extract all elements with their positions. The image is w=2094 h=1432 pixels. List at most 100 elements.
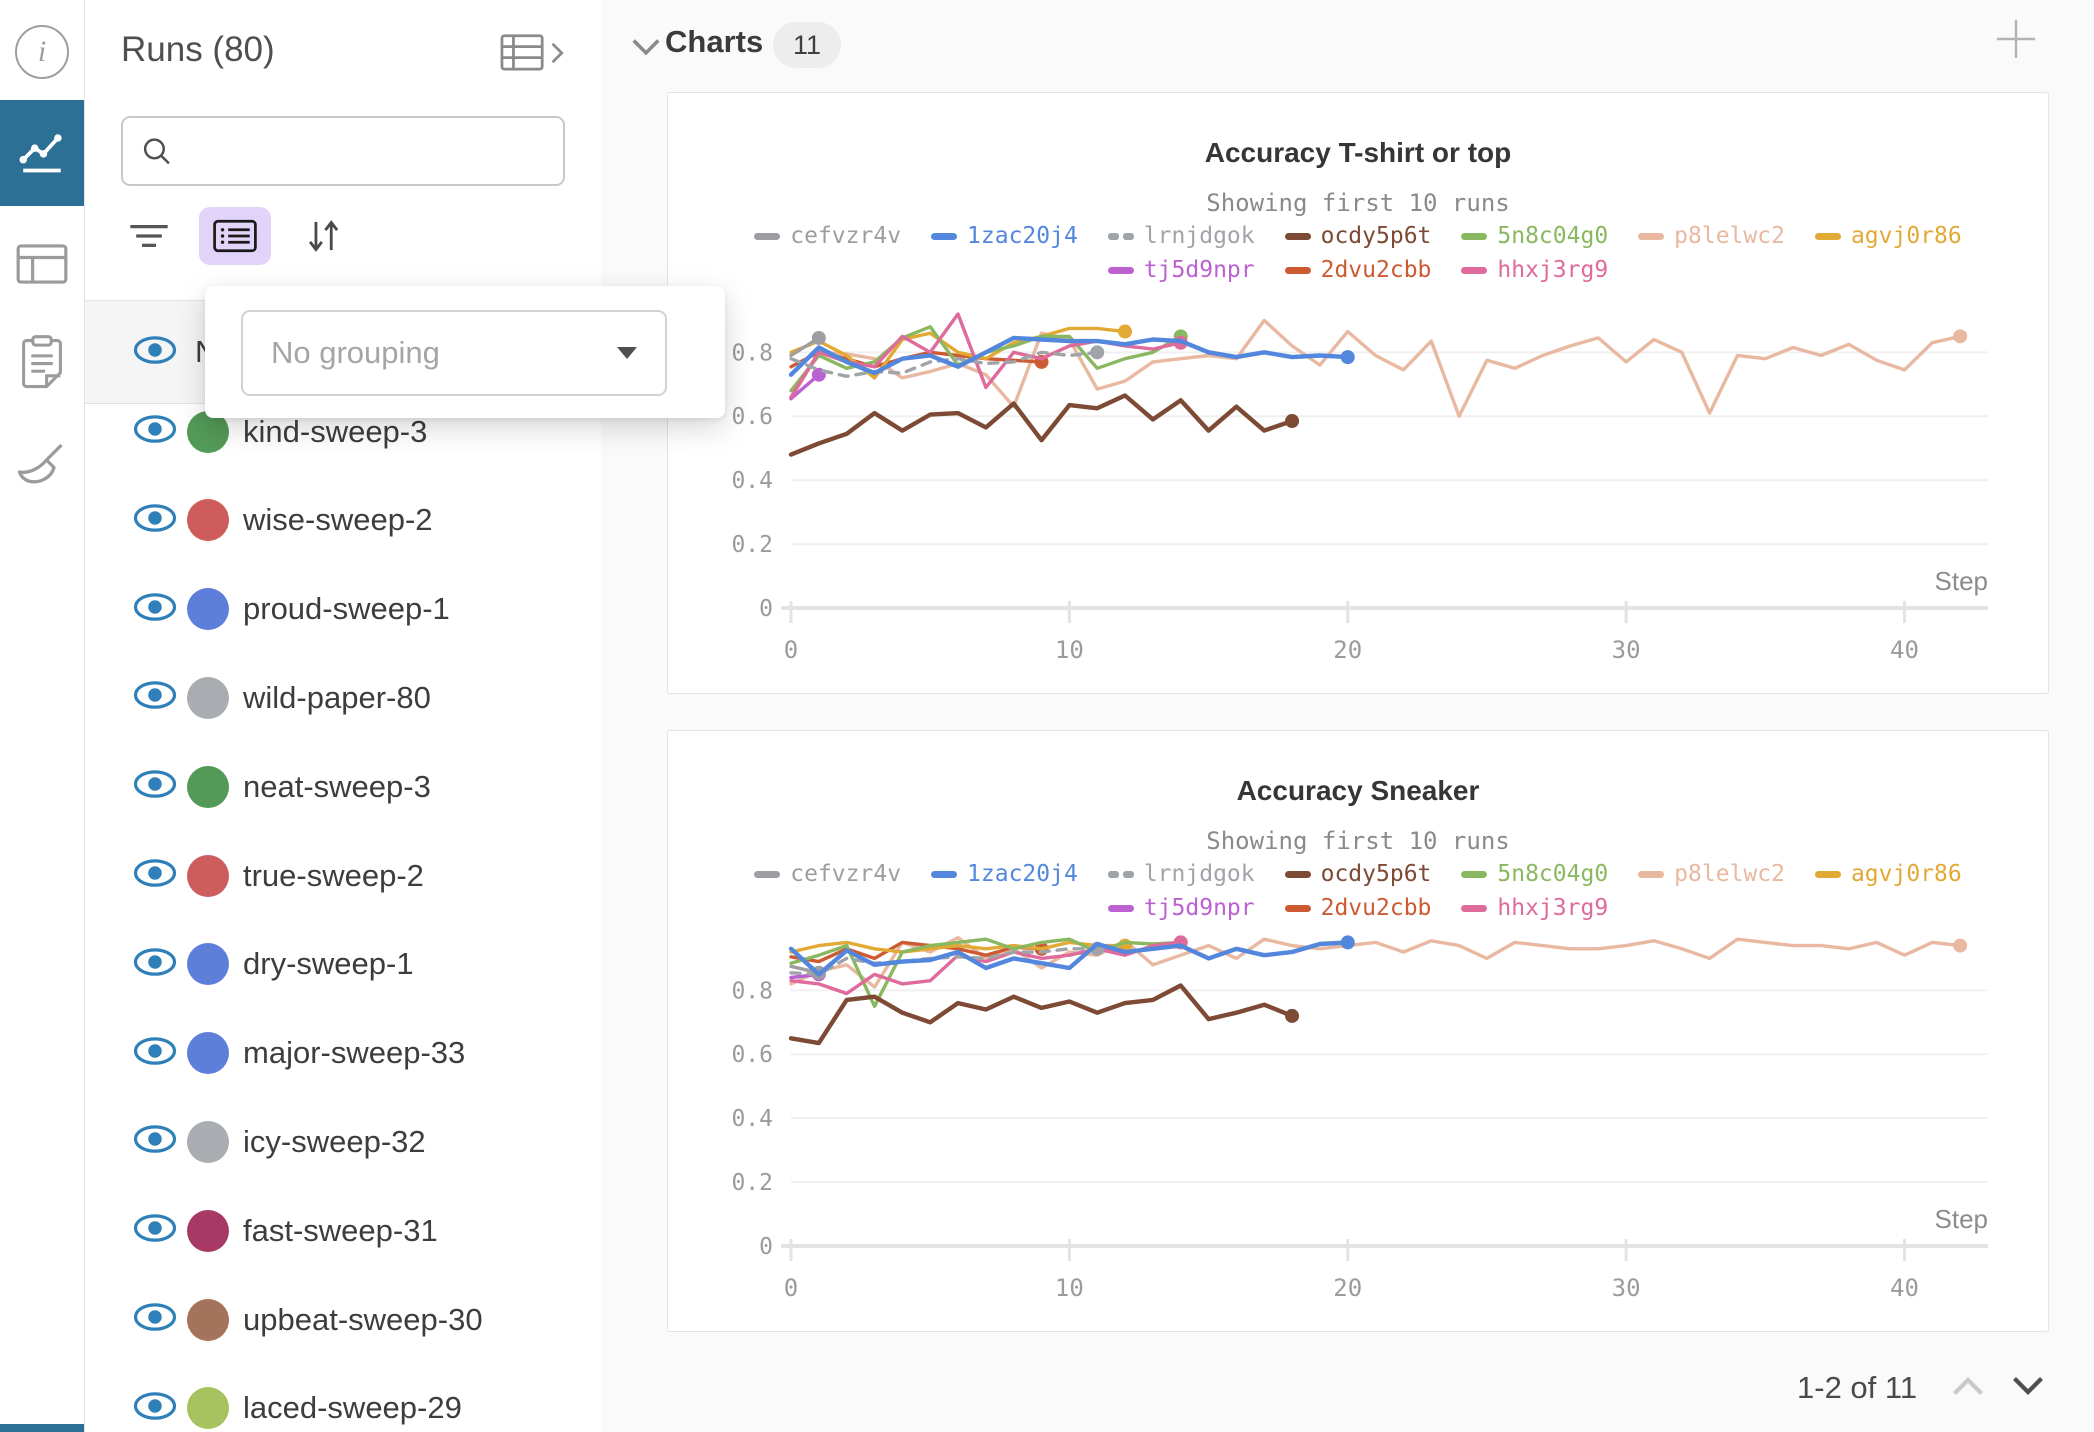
legend-item[interactable]: ocdy5p6t bbox=[1284, 861, 1431, 887]
visibility-eye-icon[interactable] bbox=[133, 1124, 177, 1159]
run-row[interactable]: wise-sweep-2 bbox=[85, 476, 601, 565]
visibility-eye-icon[interactable] bbox=[133, 769, 177, 804]
legend-swatch bbox=[1284, 870, 1311, 878]
runs-search-box bbox=[121, 116, 565, 186]
legend-item[interactable]: agvj0r86 bbox=[1814, 223, 1962, 249]
run-row[interactable]: neat-sweep-3 bbox=[85, 742, 601, 831]
visibility-eye-icon[interactable] bbox=[133, 947, 177, 982]
legend-label: cefvzr4v bbox=[790, 861, 902, 887]
x-tick-label: 40 bbox=[1890, 636, 1919, 664]
chart-subtitle: Showing first 10 runs bbox=[1206, 189, 1510, 217]
search-input[interactable] bbox=[182, 125, 563, 177]
visibility-eye-icon[interactable] bbox=[133, 680, 177, 715]
legend-item[interactable]: cefvzr4v bbox=[754, 223, 901, 249]
legend-item[interactable]: 1zac20j4 bbox=[931, 223, 1078, 249]
legend-dashed-swatch bbox=[1107, 232, 1134, 240]
charts-count-badge: 11 bbox=[773, 22, 842, 68]
legend-item[interactable]: 1zac20j4 bbox=[931, 861, 1078, 887]
legend-label: 1zac20j4 bbox=[967, 861, 1078, 887]
legend-item[interactable]: 5n8c04g0 bbox=[1461, 861, 1608, 887]
legend-item[interactable]: 2dvu2cbb bbox=[1284, 257, 1431, 283]
nav-item-charts-active[interactable] bbox=[0, 100, 84, 206]
charts-main: Charts 11 Accuracy T-shirt or top Showing… bbox=[601, 0, 2094, 1432]
grouping-select[interactable]: No grouping bbox=[241, 310, 667, 396]
page-down-button[interactable] bbox=[2011, 1374, 2045, 1403]
series-line bbox=[788, 335, 1350, 377]
y-tick-label: 0.2 bbox=[731, 532, 773, 558]
pagination-label: 1-2 of 11 bbox=[1797, 1370, 1918, 1405]
visibility-eye-icon[interactable] bbox=[133, 1213, 177, 1248]
chart-title: Accuracy T-shirt or top bbox=[1204, 137, 1512, 168]
filter-button[interactable] bbox=[121, 221, 177, 251]
nav-item-info[interactable]: i bbox=[0, 24, 84, 80]
run-row[interactable]: wild-paper-80 bbox=[85, 653, 601, 742]
y-tick-label: 0.2 bbox=[731, 1170, 773, 1196]
legend-label: cefvzr4v bbox=[790, 223, 902, 249]
x-tick-label: 30 bbox=[1612, 1274, 1641, 1302]
chart-panel[interactable]: Accuracy Sneaker Showing first 10 runs cef… bbox=[667, 730, 2049, 1332]
run-row[interactable]: proud-sweep-1 bbox=[85, 565, 601, 654]
run-row[interactable]: major-sweep-33 bbox=[85, 1009, 601, 1098]
y-tick-label: 0.6 bbox=[731, 1042, 773, 1068]
sort-button[interactable] bbox=[295, 216, 351, 256]
visibility-eye-icon[interactable] bbox=[133, 503, 177, 538]
collapse-section-button[interactable] bbox=[631, 36, 661, 61]
legend-item[interactable]: lrnjdgok bbox=[1107, 223, 1255, 249]
legend-item[interactable]: 2dvu2cbb bbox=[1284, 895, 1431, 921]
chevron-right-icon bbox=[551, 42, 564, 64]
visibility-eye-icon[interactable] bbox=[133, 592, 177, 627]
charts-section-header: Charts 11 bbox=[601, 0, 2094, 92]
legend-swatch bbox=[931, 870, 958, 878]
nav-bottom-strip bbox=[0, 1424, 84, 1432]
legend-item[interactable]: p8lelwc2 bbox=[1638, 223, 1785, 249]
legend-item[interactable]: p8lelwc2 bbox=[1638, 861, 1785, 887]
x-axis-label: Step bbox=[1935, 1204, 1989, 1234]
nav-item-sweeps[interactable] bbox=[0, 436, 84, 500]
legend-item[interactable]: hhxj3rg9 bbox=[1461, 257, 1608, 283]
legend-item[interactable]: cefvzr4v bbox=[754, 861, 901, 887]
legend-item[interactable]: lrnjdgok bbox=[1107, 861, 1255, 887]
legend-label: p8lelwc2 bbox=[1674, 861, 1785, 887]
run-color-dot bbox=[187, 676, 229, 719]
legend-label: ocdy5p6t bbox=[1320, 223, 1432, 249]
runs-sidebar: Runs (80) bbox=[85, 0, 602, 1432]
legend-item[interactable]: ocdy5p6t bbox=[1284, 223, 1432, 249]
chart-plot: 0 0.2 0.4 0.6 0.8 0 10 20 30 40 Step bbox=[731, 312, 1988, 664]
legend-label: tj5d9npr bbox=[1143, 257, 1255, 283]
run-row[interactable]: upbeat-sweep-30 bbox=[85, 1275, 601, 1364]
visibility-eye-icon[interactable] bbox=[133, 414, 177, 449]
nav-item-notes[interactable] bbox=[0, 332, 84, 396]
series-line bbox=[789, 940, 1044, 964]
run-row[interactable]: kind-sweep-3 bbox=[85, 387, 601, 476]
legend-label: 5n8c04g0 bbox=[1497, 861, 1609, 887]
visibility-eye-icon[interactable] bbox=[133, 335, 177, 370]
grouping-select-value: No grouping bbox=[271, 335, 440, 370]
list-settings-button[interactable] bbox=[199, 207, 271, 265]
legend-item[interactable]: tj5d9npr bbox=[1107, 257, 1255, 283]
legend-item[interactable]: 5n8c04g0 bbox=[1461, 223, 1608, 249]
legend-item[interactable]: tj5d9npr bbox=[1107, 895, 1255, 921]
visibility-eye-icon[interactable] bbox=[133, 858, 177, 893]
nav-item-tables[interactable] bbox=[0, 238, 84, 294]
run-row[interactable]: true-sweep-2 bbox=[85, 831, 601, 920]
visibility-eye-icon[interactable] bbox=[133, 1036, 177, 1071]
legend-item[interactable]: agvj0r86 bbox=[1814, 861, 1962, 887]
run-row[interactable]: fast-sweep-31 bbox=[85, 1186, 601, 1275]
y-tick-label: 0.6 bbox=[731, 404, 773, 430]
legend-swatch bbox=[1284, 232, 1311, 240]
plus-icon bbox=[1997, 20, 2035, 58]
run-color-dot bbox=[187, 1298, 229, 1341]
runs-list: kind-sweep-3 wise-sweep-2 proud-sweep-1 … bbox=[85, 0, 601, 1432]
page-up-button[interactable] bbox=[1951, 1374, 1985, 1403]
expand-table-button[interactable] bbox=[497, 30, 569, 76]
add-panel-button[interactable] bbox=[1993, 16, 2039, 62]
run-row[interactable]: dry-sweep-1 bbox=[85, 920, 601, 1009]
chart-panel[interactable]: Accuracy T-shirt or top Showing first 10 … bbox=[667, 92, 2049, 694]
legend-item[interactable]: hhxj3rg9 bbox=[1461, 895, 1608, 921]
visibility-eye-icon[interactable] bbox=[133, 1302, 177, 1337]
visibility-eye-icon[interactable] bbox=[133, 1391, 177, 1426]
series-end-dot bbox=[1090, 345, 1105, 360]
legend-label: agvj0r86 bbox=[1850, 223, 1962, 249]
run-row[interactable]: laced-sweep-29 bbox=[85, 1364, 601, 1432]
run-row[interactable]: icy-sweep-32 bbox=[85, 1097, 601, 1186]
